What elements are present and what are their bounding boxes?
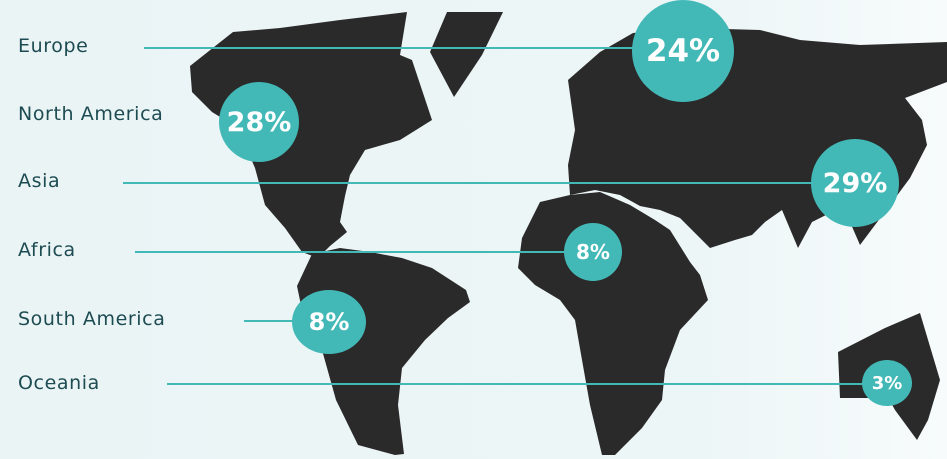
greenland-shape: [430, 12, 503, 97]
label-asia: Asia: [18, 170, 61, 192]
leader-line-oceania: [167, 383, 887, 385]
bubble-south-america: 8%: [292, 290, 366, 354]
bubble-asia: 29%: [811, 139, 899, 227]
label-south-america: South America: [18, 308, 166, 330]
label-north-america: North America: [18, 103, 164, 125]
label-africa: Africa: [18, 239, 76, 261]
bubble-oceania: 3%: [862, 360, 912, 406]
leader-line-europe: [144, 47, 684, 49]
leader-line-africa: [135, 251, 595, 253]
north-america-shape: [190, 12, 432, 258]
leader-line-south-america: [244, 320, 328, 322]
label-oceania: Oceania: [18, 372, 100, 394]
bubble-europe: 24%: [632, 0, 734, 102]
label-europe: Europe: [18, 35, 89, 57]
leader-line-asia: [123, 182, 855, 184]
bubble-north-america: 28%: [219, 82, 299, 162]
bubble-africa: 8%: [564, 223, 622, 281]
